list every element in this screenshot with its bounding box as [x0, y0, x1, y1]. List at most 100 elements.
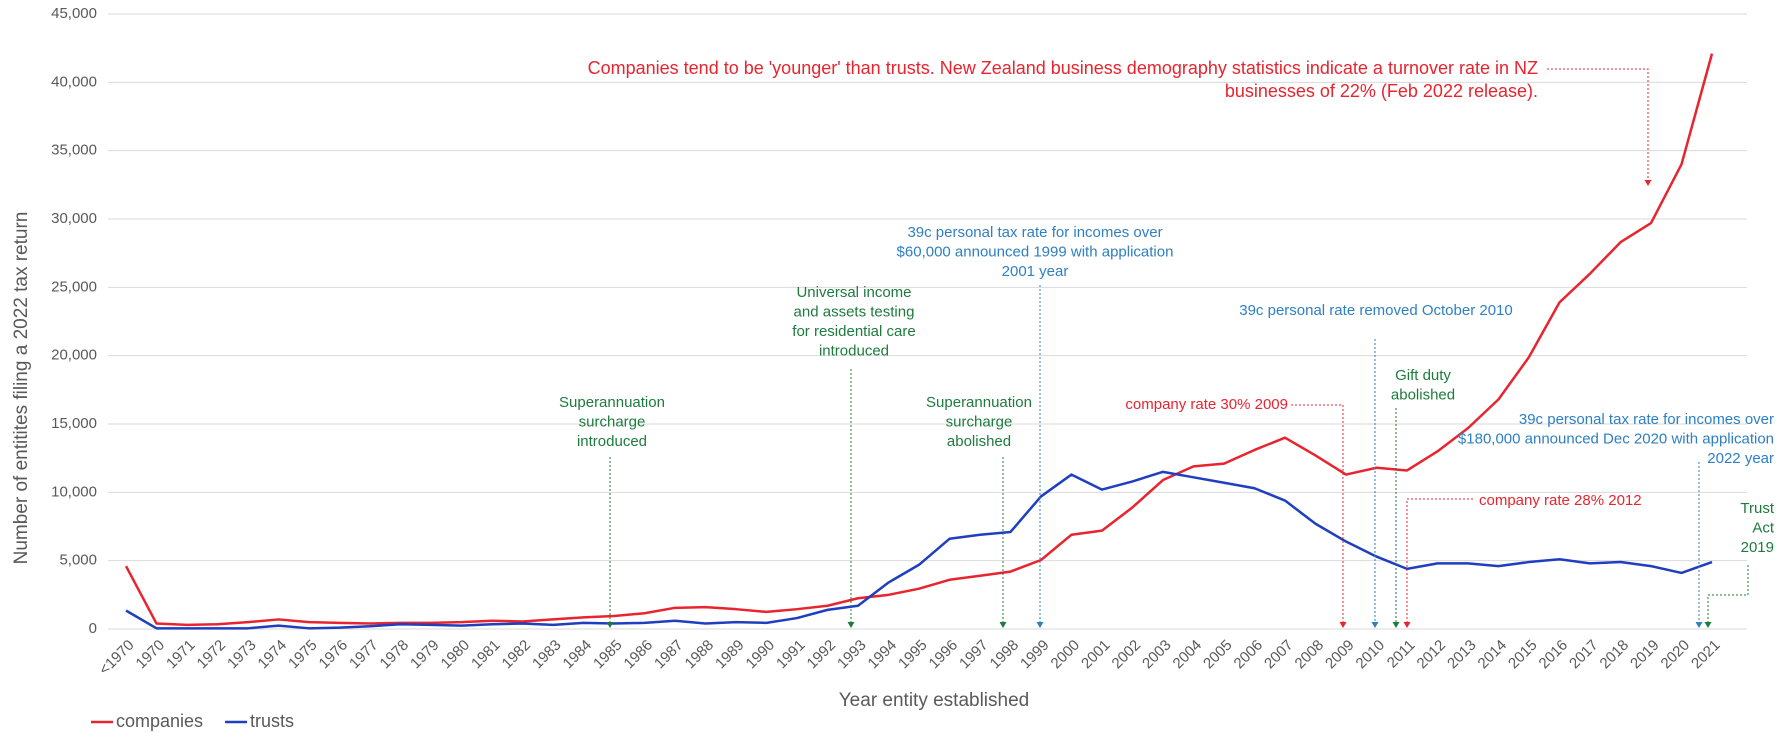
annotation-arrow [1339, 622, 1347, 628]
annotation-text: 2019 [1741, 539, 1774, 556]
x-tick-label: 2009 [1322, 637, 1358, 673]
x-tick-label: 1997 [956, 637, 992, 673]
annotation-arrow [1036, 622, 1044, 628]
x-tick-label: 2021 [1688, 637, 1724, 673]
y-tick-label: 0 [89, 620, 97, 637]
x-tick-label: 2001 [1078, 637, 1114, 673]
annotation-text: and assets testing [794, 303, 915, 320]
x-tick-label: 1979 [407, 637, 443, 673]
y-tick-label: 25,000 [51, 278, 97, 295]
x-tick-label: 2015 [1505, 637, 1541, 673]
series-line [124, 53, 1714, 627]
x-tick-label: 1971 [163, 637, 199, 673]
x-tick-label: 1975 [285, 637, 321, 673]
x-tick-label: 1990 [743, 637, 779, 673]
x-tick-label: 2003 [1139, 637, 1175, 673]
x-tick-label: 2011 [1384, 637, 1419, 672]
x-tick-label: 1985 [590, 637, 626, 673]
x-tick-label: 1988 [682, 637, 718, 673]
y-tick-label: 20,000 [51, 347, 97, 364]
x-tick-label: 2018 [1597, 637, 1633, 673]
annotation-text: 2022 year [1707, 450, 1774, 467]
x-tick-label: 1978 [377, 637, 413, 673]
annotation-text: Act [1752, 519, 1775, 536]
x-tick-label: 1996 [926, 637, 962, 673]
x-tick-label: 2000 [1048, 637, 1084, 673]
annotation-arrow [1371, 622, 1379, 628]
x-tick-label: 1998 [987, 637, 1023, 673]
annotation-text: introduced [577, 433, 647, 450]
y-tick-label: 15,000 [51, 415, 97, 432]
annotation-text: 39c personal tax rate for incomes over [1519, 411, 1774, 428]
annotation-arrow [1644, 180, 1652, 186]
annotation-arrow [1403, 622, 1411, 628]
annotation-text: Trust [1740, 500, 1774, 517]
x-tick-label: 2004 [1170, 637, 1206, 673]
x-tick-label: 2017 [1566, 637, 1602, 673]
annotation-text: for residential care [792, 323, 915, 340]
x-tick-label: 1992 [804, 637, 840, 673]
y-tick-label: 10,000 [51, 483, 97, 500]
x-tick-label: 1986 [621, 637, 657, 673]
annotation-text: Universal income [796, 284, 911, 301]
annotation-connector [1406, 498, 1473, 622]
annotation-text: Companies tend to be 'younger' than trus… [588, 58, 1538, 78]
x-tick-label: 2013 [1444, 637, 1480, 673]
x-tick-label: 1987 [651, 637, 687, 673]
x-tick-label: 1991 [773, 637, 809, 673]
x-tick-label: 1993 [834, 637, 870, 673]
x-tick-label: 1972 [194, 637, 230, 673]
annotation-connector [1547, 68, 1649, 180]
annotation-arrow [1704, 622, 1712, 628]
x-tick-label: 2019 [1627, 637, 1663, 673]
legend-label: companies [116, 711, 203, 731]
annotation-text: surcharge [946, 413, 1013, 430]
x-tick-label: 2008 [1292, 637, 1328, 673]
series-line [125, 470, 1713, 630]
annotation-arrow [847, 622, 855, 628]
y-axis-title: Number of entitites filing a 2022 tax re… [11, 212, 32, 565]
annotation-text: company rate 28% 2012 [1479, 492, 1642, 509]
annotation-text: Gift duty [1395, 367, 1451, 384]
x-tick-label: 2014 [1475, 637, 1511, 673]
y-tick-label: 30,000 [51, 210, 97, 227]
x-tick-label: 1982 [499, 637, 535, 673]
x-tick-label: 2010 [1353, 637, 1389, 673]
x-tick-label: 1989 [712, 637, 748, 673]
annotation-text: surcharge [579, 413, 646, 430]
x-tick-label: 1974 [255, 637, 291, 673]
x-tick-label: 1977 [346, 637, 382, 673]
x-tick-label: 1973 [224, 637, 260, 673]
x-tick-label: 1981 [468, 637, 504, 673]
x-tick-label: 2005 [1200, 637, 1236, 673]
x-tick-label: 1970 [133, 637, 169, 673]
y-tick-label: 5,000 [59, 552, 97, 569]
annotation-text: Superannuation [559, 394, 665, 411]
x-tick-label: 2020 [1658, 637, 1694, 673]
x-tick-label: 2007 [1261, 637, 1297, 673]
x-tick-label: 1980 [438, 637, 474, 673]
x-tick-label: 1976 [316, 637, 352, 673]
x-tick-label: <1970 [96, 637, 138, 679]
x-tick-label: 1984 [560, 637, 596, 673]
x-tick-label: 2016 [1536, 637, 1572, 673]
annotation-text: 39c personal tax rate for incomes over [907, 224, 1162, 241]
annotation-text: businesses of 22% (Feb 2022 release). [1225, 81, 1538, 101]
annotation-text: $180,000 announced Dec 2020 with applica… [1458, 430, 1774, 447]
annotation-arrow [999, 622, 1007, 628]
x-axis-title: Year entity established [839, 690, 1029, 711]
x-tick-label: 2012 [1414, 637, 1450, 673]
annotation-text: abolished [1391, 386, 1455, 403]
x-tick-label: 1983 [529, 637, 565, 673]
annotation-text: 2001 year [1002, 263, 1069, 280]
annotation-text: 39c personal rate removed October 2010 [1239, 302, 1513, 319]
y-tick-label: 40,000 [51, 73, 97, 90]
annotation-text: introduced [819, 342, 889, 359]
x-tick-label: 1999 [1017, 637, 1053, 673]
annotation-connector [1291, 404, 1344, 622]
x-tick-label: 2002 [1109, 637, 1145, 673]
x-tick-label: 1994 [865, 637, 901, 673]
y-tick-label: 45,000 [51, 5, 97, 22]
annotation-text: abolished [947, 433, 1011, 450]
